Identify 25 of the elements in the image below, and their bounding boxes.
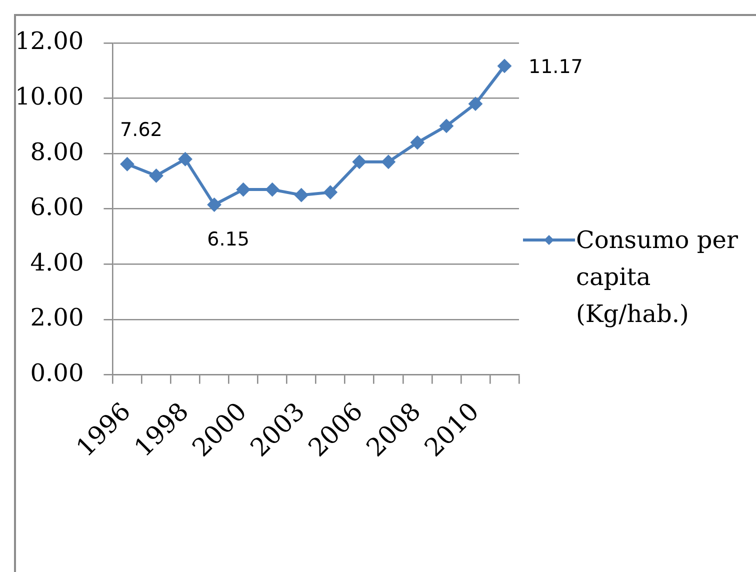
data-label: 7.62 xyxy=(120,119,162,142)
point xyxy=(207,198,222,212)
point xyxy=(120,157,134,172)
point xyxy=(265,182,280,197)
point xyxy=(497,58,512,73)
y-tick-label: 4.00 xyxy=(30,248,84,276)
point xyxy=(149,168,164,183)
y-tick-label: 6.00 xyxy=(30,193,84,222)
point xyxy=(294,188,308,202)
data-label: 6.15 xyxy=(207,228,250,251)
point xyxy=(352,154,366,169)
y-tick-label: 0.00 xyxy=(30,359,84,388)
y-tick-label: 8.00 xyxy=(30,138,84,166)
point xyxy=(323,185,338,200)
legend-label: Consumo per capita (Kg/hab.) xyxy=(576,224,739,330)
data-label: 11.17 xyxy=(528,56,583,78)
y-tick-label: 2.00 xyxy=(30,304,84,332)
point xyxy=(236,182,250,197)
y-tick-label: 10.00 xyxy=(14,82,84,111)
point xyxy=(439,118,454,133)
point xyxy=(178,152,192,166)
point xyxy=(381,154,396,169)
point xyxy=(468,96,482,111)
point xyxy=(410,136,424,150)
y-tick-label: 12.00 xyxy=(14,27,84,56)
